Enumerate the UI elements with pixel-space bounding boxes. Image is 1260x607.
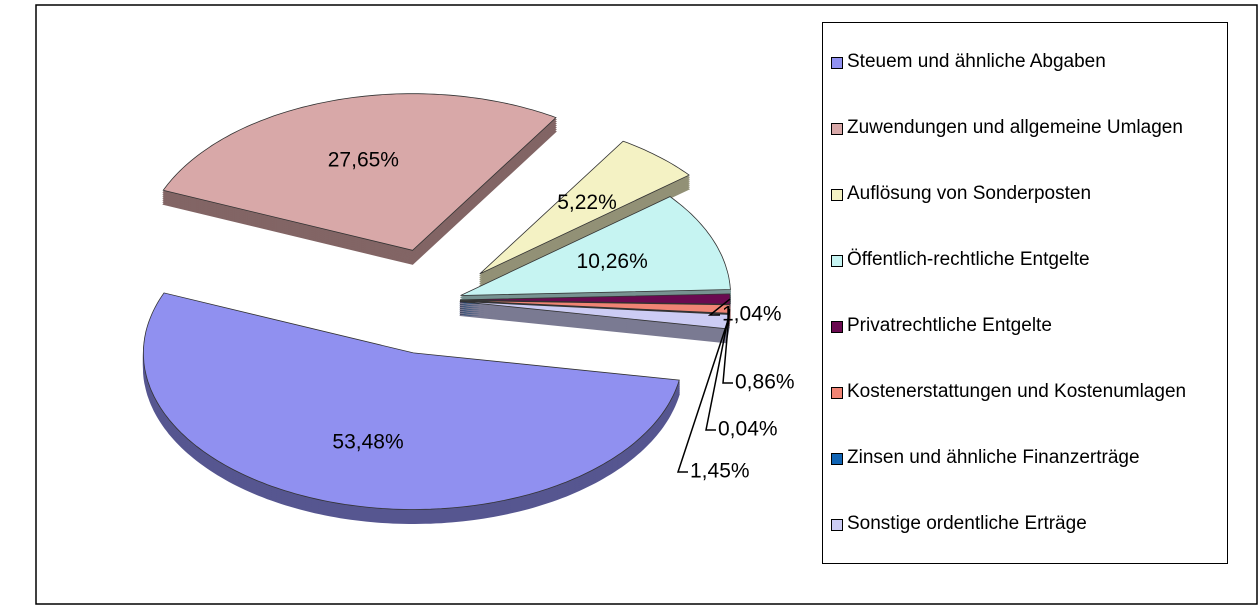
legend-item: Zinsen und ähnliche Finanzerträge — [831, 447, 1223, 469]
data-label: 5,22% — [557, 191, 617, 214]
data-label: 1,45% — [690, 460, 750, 483]
legend-swatch — [831, 387, 843, 399]
legend-item: Öffentlich-rechtliche Entgelte — [831, 249, 1223, 271]
leader-line — [705, 313, 730, 431]
legend-item: Steuem und ähnliche Abgaben — [831, 51, 1223, 73]
data-label: 0,86% — [735, 371, 795, 394]
legend-swatch — [831, 189, 843, 201]
leader-line — [676, 321, 729, 473]
leader-line — [722, 308, 733, 384]
legend-swatch — [831, 123, 843, 135]
legend-swatch — [831, 321, 843, 333]
legend-swatch — [831, 57, 843, 69]
legend-label: Öffentlich-rechtliche Entgelte — [847, 249, 1090, 270]
legend-label: Auflösung von Sonderposten — [847, 183, 1092, 204]
legend-item: Sonstige ordentliche Erträge — [831, 513, 1223, 535]
slice — [479, 140, 690, 275]
legend-label: Zinsen und ähnliche Finanzerträge — [847, 447, 1140, 468]
legend-item: Auflösung von Sonderposten — [831, 183, 1223, 205]
legend-label: Steuem und ähnliche Abgaben — [847, 51, 1106, 72]
legend-swatch — [831, 519, 843, 531]
data-label: 0,04% — [718, 418, 778, 441]
data-label: 1,04% — [722, 303, 782, 326]
slice — [142, 292, 680, 510]
chart-border — [35, 4, 1258, 605]
legend-item: Zuwendungen und allgemeine Umlagen — [831, 117, 1223, 139]
legend-label: Kostenerstattungen und Kostenumlagen — [847, 381, 1187, 402]
legend-item: Privatrechtliche Entgelte — [831, 315, 1223, 337]
slice — [162, 93, 557, 251]
legend-swatch — [831, 255, 843, 267]
data-label: 10,26% — [577, 250, 648, 273]
legend-label: Sonstige ordentliche Erträge — [847, 513, 1087, 534]
slice — [459, 293, 731, 305]
legend-label: Privatrechtliche Entgelte — [847, 315, 1052, 336]
data-label: 27,65% — [328, 148, 399, 171]
legend-label: Zuwendungen und allgemeine Umlagen — [847, 117, 1183, 138]
legend-swatch — [831, 453, 843, 465]
legend: Steuem und ähnliche Abgaben Zuwendungen u… — [822, 22, 1228, 564]
leader-line — [707, 298, 731, 316]
slice — [460, 196, 731, 296]
legend-item: Kostenerstattungen und Kostenumlagen — [831, 381, 1223, 403]
data-label: 53,48% — [332, 431, 403, 454]
